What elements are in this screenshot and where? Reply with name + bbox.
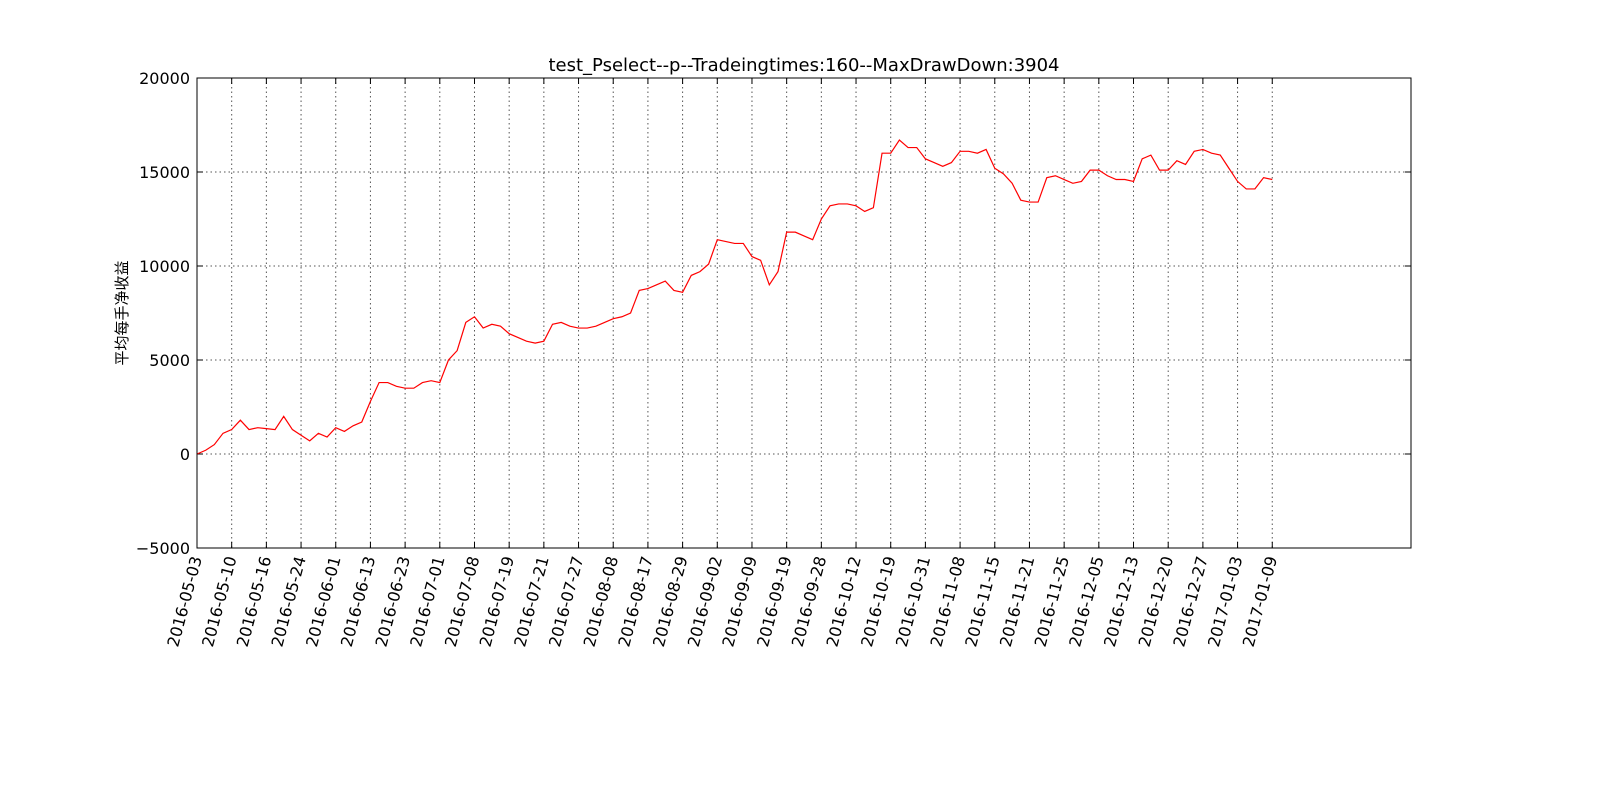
- x-tick-label: 2016-10-31: [892, 554, 934, 649]
- x-tick-label: 2016-09-09: [718, 554, 760, 649]
- x-tick-label: 2016-11-15: [961, 554, 1003, 649]
- x-tick-label: 2016-06-01: [302, 554, 344, 649]
- x-tick-label: 2016-12-27: [1169, 554, 1211, 649]
- x-tick-label: 2016-11-21: [996, 554, 1038, 649]
- y-axis-label: 平均每手净收益: [113, 260, 131, 365]
- x-tick-label: 2016-09-02: [684, 554, 726, 649]
- x-tick-label: 2016-07-27: [545, 554, 587, 649]
- chart-title: test_Pselect--p--Tradeingtimes:160--MaxD…: [548, 55, 1059, 76]
- x-tick-label: 2016-07-19: [476, 554, 518, 649]
- x-tick-label: 2016-05-10: [198, 554, 240, 649]
- x-tick-label: 2016-12-05: [1065, 554, 1107, 649]
- x-tick-label: 2016-07-01: [406, 554, 448, 649]
- y-tick-label: −5000: [136, 539, 190, 558]
- x-tick-label: 2016-08-17: [614, 554, 656, 649]
- y-tick-label: 10000: [139, 257, 190, 276]
- y-tick-label: 0: [180, 445, 190, 464]
- x-tick-label: 2017-01-09: [1239, 554, 1281, 649]
- plot-frame: [196, 77, 1412, 549]
- x-tick-label: 2016-05-16: [233, 554, 275, 649]
- x-tick-label: 2016-05-24: [268, 554, 310, 649]
- line-series: [196, 139, 1273, 455]
- x-tick-label: 2017-01-03: [1204, 554, 1246, 649]
- y-tick-label: 5000: [149, 351, 190, 370]
- x-tick-label: 2016-07-08: [441, 554, 483, 649]
- y-tick-label: 15000: [139, 163, 190, 182]
- x-tick-label: 2016-12-20: [1135, 554, 1177, 649]
- x-tick-label: 2016-09-28: [788, 554, 830, 649]
- x-tick-label: 2016-11-08: [927, 554, 969, 649]
- x-tick-label: 2016-12-13: [1100, 554, 1142, 649]
- x-tick-label: 2016-06-13: [337, 554, 379, 649]
- x-tick-label: 2016-06-23: [372, 554, 414, 649]
- x-tick-label: 2016-08-29: [649, 554, 691, 649]
- x-tick-label: 2016-05-03: [163, 554, 205, 649]
- x-tick-label: 2016-09-19: [753, 554, 795, 649]
- x-tick-label: 2016-08-08: [580, 554, 622, 649]
- x-tick-label: 2016-07-21: [510, 554, 552, 649]
- x-tick-label: 2016-11-25: [1031, 554, 1073, 649]
- x-tick-label: 2016-10-12: [822, 554, 864, 649]
- x-tick-label: 2016-10-19: [857, 554, 899, 649]
- y-tick-label: 20000: [139, 69, 190, 88]
